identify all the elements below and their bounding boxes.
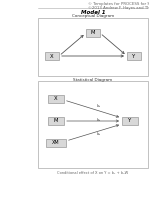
Text: Y: Y	[128, 118, 132, 124]
Text: Conceptual Diagram: Conceptual Diagram	[72, 14, 114, 18]
FancyBboxPatch shape	[86, 29, 100, 37]
Text: Y: Y	[132, 53, 136, 58]
Text: XM: XM	[52, 141, 60, 146]
FancyBboxPatch shape	[127, 52, 141, 60]
FancyBboxPatch shape	[38, 18, 148, 76]
Text: b₁: b₁	[97, 104, 101, 108]
FancyBboxPatch shape	[45, 52, 59, 60]
Text: b₃: b₃	[97, 132, 101, 136]
FancyBboxPatch shape	[122, 117, 138, 125]
Text: M: M	[91, 30, 95, 35]
FancyBboxPatch shape	[48, 95, 64, 103]
Text: X: X	[54, 96, 58, 102]
Text: Statistical Diagram: Statistical Diagram	[73, 78, 113, 82]
Text: Model 1: Model 1	[81, 10, 105, 15]
FancyBboxPatch shape	[48, 117, 64, 125]
Text: © Templates for PROCESS for SPSS and SAS: © Templates for PROCESS for SPSS and SAS	[88, 2, 149, 6]
Text: M: M	[54, 118, 58, 124]
Text: ©2013 Andrew F. Hayes and The Guilford Press: ©2013 Andrew F. Hayes and The Guilford P…	[88, 6, 149, 10]
Text: X: X	[50, 53, 54, 58]
Text: Conditional effect of X on Y = b₁ + b₃W: Conditional effect of X on Y = b₁ + b₃W	[57, 171, 129, 175]
FancyBboxPatch shape	[46, 139, 66, 147]
FancyBboxPatch shape	[38, 81, 148, 168]
Text: b₂: b₂	[97, 118, 101, 122]
